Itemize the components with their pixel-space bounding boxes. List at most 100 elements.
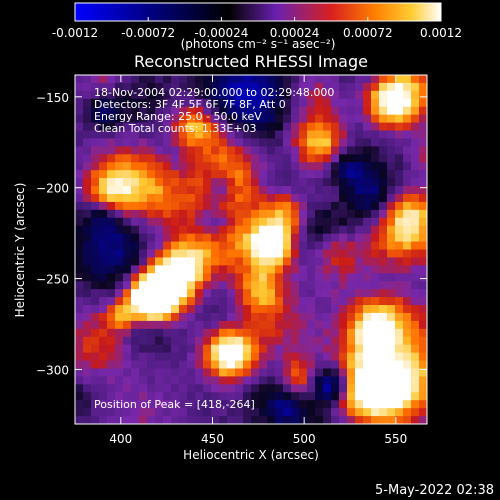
heatmap-cell [171,201,180,211]
heatmap-cell [195,368,204,378]
heatmap-cell [75,233,84,243]
heatmap-cell [203,106,212,116]
heatmap-cell [83,130,92,140]
heatmap-cell [195,392,204,401]
heatmap-cell [211,336,220,346]
heatmap-cell [155,416,164,424]
heatmap-cell [387,352,396,362]
heatmap-cell [307,297,316,306]
heatmap-cell [267,289,276,298]
heatmap-cell [171,352,180,362]
heatmap-cell [419,193,427,203]
heatmap-cell [363,193,372,203]
heatmap-cell [219,241,228,251]
heatmap-cell [219,416,228,424]
heatmap-cell [195,265,204,274]
heatmap-cell [203,273,212,282]
heatmap-cell [187,90,196,100]
heatmap-cell [347,162,356,171]
heatmap-cell [75,241,84,251]
heatmap-cell [267,122,276,132]
heatmap-cell [227,186,236,195]
heatmap-cell [163,400,172,409]
heatmap-cell [171,328,180,338]
heatmap-cell [219,368,228,378]
heatmap-cell [219,154,228,163]
heatmap-cell [99,114,108,124]
heatmap-cell [411,400,420,409]
heatmap-cell [235,281,244,290]
heatmap-cell [403,281,412,290]
heatmap-cell [203,312,212,322]
heatmap-cell [227,273,236,282]
heatmap-cell [75,384,84,393]
heatmap-cell [315,320,324,330]
heatmap-cell [131,392,140,401]
heatmap-cell [307,384,316,393]
heatmap-cell [227,209,236,219]
heatmap-cell [291,241,300,251]
heatmap-cell [387,130,396,140]
heatmap-cell [291,352,300,362]
heatmap-cell [307,241,316,251]
heatmap-cell [363,257,372,266]
heatmap-cell [219,122,228,132]
heatmap-cell [379,146,388,155]
heatmap-cell [379,273,388,282]
heatmap-cell [355,265,364,274]
heatmap-cell [371,241,380,251]
heatmap-cell [251,82,260,92]
heatmap-cell [195,360,204,370]
heatmap-cell [291,114,300,124]
chart-title: Reconstructed RHESSI Image [134,52,368,71]
heatmap-cell [379,138,388,147]
heatmap-cell [339,217,348,227]
heatmap-cell [83,289,92,298]
heatmap-cell [307,233,316,243]
heatmap-cell [251,170,260,179]
heatmap-cell [155,98,164,108]
heatmap-cell [83,257,92,266]
heatmap-cell [363,305,372,314]
heatmap-cell [339,344,348,354]
heatmap-cell [251,122,260,132]
heatmap-cell [227,178,236,187]
heatmap-cell [163,376,172,385]
heatmap-cell [75,106,84,116]
heatmap-cell [115,376,124,385]
heatmap-cell [403,241,412,251]
heatmap-cell [331,360,340,370]
y-tick-label: −200 [36,182,69,196]
heatmap-cell [211,281,220,290]
heatmap-cell [155,162,164,171]
heatmap-cell [99,249,108,259]
heatmap-cell [403,384,412,393]
heatmap-cell [379,75,388,84]
heatmap-cell [179,305,188,314]
heatmap-cell [387,178,396,187]
heatmap-cell [219,312,228,322]
heatmap-cell [259,106,268,116]
heatmap-cell [331,265,340,274]
heatmap-cell [411,130,420,140]
heatmap-cell [331,114,340,124]
heatmap-cell [75,368,84,378]
heatmap-cell [403,75,412,84]
heatmap-cell [323,281,332,290]
heatmap-cell [227,146,236,155]
heatmap-cell [331,82,340,92]
heatmap-cell [99,170,108,179]
heatmap-cell [75,336,84,346]
heatmap-cell [179,75,188,84]
heatmap-cell [251,154,260,163]
heatmap-cell [195,106,204,116]
heatmap-cell [235,249,244,259]
heatmap-cell [363,122,372,132]
heatmap-cell [187,233,196,243]
heatmap-cell [259,154,268,163]
heatmap-cell [419,225,427,235]
heatmap-cell [99,400,108,409]
heatmap-cell [155,114,164,124]
heatmap-cell [331,289,340,298]
heatmap-cell [323,312,332,322]
